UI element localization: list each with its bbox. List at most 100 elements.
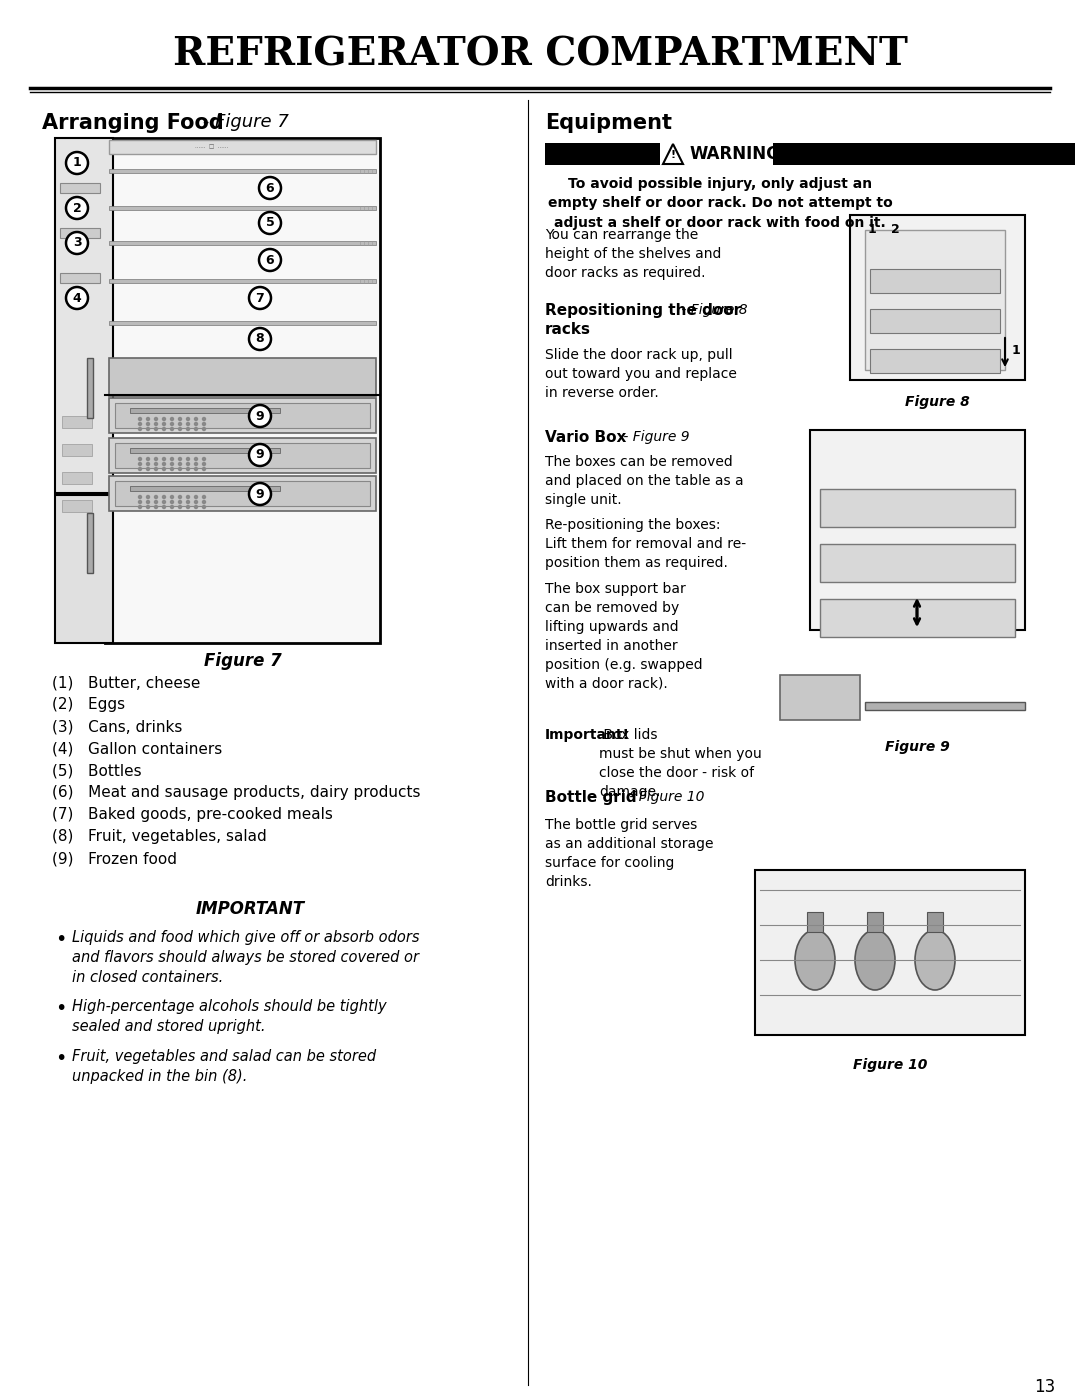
Circle shape — [154, 506, 158, 509]
Circle shape — [178, 422, 181, 426]
Circle shape — [187, 468, 189, 471]
Circle shape — [194, 462, 198, 465]
Circle shape — [154, 418, 158, 420]
Circle shape — [187, 462, 189, 465]
Bar — [109, 476, 376, 511]
Text: (9)   Frozen food: (9) Frozen food — [52, 851, 177, 866]
Circle shape — [203, 462, 205, 465]
Circle shape — [187, 496, 189, 499]
Circle shape — [203, 418, 205, 420]
Circle shape — [249, 483, 271, 504]
Bar — [865, 703, 1025, 710]
Bar — [780, 675, 860, 719]
Bar — [62, 416, 92, 427]
Text: 1: 1 — [1012, 344, 1021, 356]
Circle shape — [171, 422, 174, 426]
Circle shape — [178, 468, 181, 471]
Circle shape — [162, 506, 165, 509]
Circle shape — [187, 422, 189, 426]
Circle shape — [171, 500, 174, 503]
Text: 8: 8 — [256, 332, 265, 345]
Circle shape — [203, 496, 205, 499]
Circle shape — [249, 405, 271, 427]
Text: Repositioning the door
racks: Repositioning the door racks — [545, 303, 741, 337]
Bar — [109, 398, 376, 433]
Text: - Figure 10: - Figure 10 — [625, 789, 704, 805]
Text: The box support bar
can be removed by
lifting upwards and
inserted in another
po: The box support bar can be removed by li… — [545, 583, 703, 690]
Text: (6)   Meat and sausage products, dairy products: (6) Meat and sausage products, dairy pro… — [52, 785, 420, 800]
Circle shape — [194, 418, 198, 420]
Circle shape — [178, 418, 181, 420]
Circle shape — [171, 457, 174, 461]
Text: WARNING: WARNING — [690, 145, 781, 163]
Text: !: ! — [671, 149, 676, 161]
Circle shape — [154, 462, 158, 465]
Text: ......  □  ......: ...... □ ...... — [195, 144, 229, 149]
Bar — [820, 543, 1015, 583]
Text: Important!: Important! — [545, 728, 630, 742]
Circle shape — [154, 500, 158, 503]
Circle shape — [138, 468, 141, 471]
Text: 4: 4 — [72, 292, 81, 305]
Circle shape — [194, 496, 198, 499]
Text: 7: 7 — [256, 292, 265, 305]
Circle shape — [187, 500, 189, 503]
Circle shape — [249, 444, 271, 467]
Circle shape — [66, 232, 87, 254]
Circle shape — [194, 422, 198, 426]
Text: Box lids
must be shut when you
close the door - risk of
damage.: Box lids must be shut when you close the… — [599, 728, 761, 799]
Text: Figure 8: Figure 8 — [905, 395, 970, 409]
Circle shape — [138, 457, 141, 461]
Circle shape — [171, 462, 174, 465]
Bar — [927, 912, 943, 932]
Circle shape — [162, 462, 165, 465]
Circle shape — [147, 462, 149, 465]
Text: Figure 7: Figure 7 — [204, 652, 282, 671]
Text: •: • — [55, 930, 66, 949]
Bar — [109, 321, 376, 326]
Circle shape — [154, 422, 158, 426]
Text: High-percentage alcohols should be tightly
sealed and stored upright.: High-percentage alcohols should be tight… — [72, 999, 387, 1034]
Bar — [109, 439, 376, 474]
Circle shape — [203, 500, 205, 503]
Bar — [87, 358, 93, 418]
Polygon shape — [663, 144, 683, 163]
Text: Arranging Food: Arranging Food — [42, 113, 224, 133]
Circle shape — [147, 496, 149, 499]
Circle shape — [249, 286, 271, 309]
Circle shape — [147, 418, 149, 420]
Text: (7)   Baked goods, pre-cooked meals: (7) Baked goods, pre-cooked meals — [52, 807, 333, 821]
Bar — [62, 472, 92, 483]
Circle shape — [171, 418, 174, 420]
Bar — [62, 444, 92, 455]
Circle shape — [66, 152, 87, 175]
Circle shape — [162, 496, 165, 499]
Circle shape — [178, 496, 181, 499]
Text: 9: 9 — [256, 488, 265, 500]
Text: 9: 9 — [256, 409, 265, 422]
Circle shape — [138, 500, 141, 503]
Circle shape — [194, 468, 198, 471]
Circle shape — [138, 462, 141, 465]
Bar — [109, 242, 376, 244]
Circle shape — [147, 506, 149, 509]
Text: You can rearrange the
height of the shelves and
door racks as required.: You can rearrange the height of the shel… — [545, 228, 721, 279]
Text: 3: 3 — [72, 236, 81, 250]
Text: Fruit, vegetables and salad can be stored
unpacked in the bin (8).: Fruit, vegetables and salad can be store… — [72, 1049, 376, 1084]
Bar — [870, 309, 1000, 332]
Text: To avoid possible injury, only adjust an
empty shelf or door rack. Do not attemp: To avoid possible injury, only adjust an… — [548, 177, 892, 231]
Text: Slide the door rack up, pull
out toward you and replace
in reverse order.: Slide the door rack up, pull out toward … — [545, 348, 737, 400]
Circle shape — [187, 457, 189, 461]
Bar — [62, 500, 92, 511]
Circle shape — [187, 427, 189, 430]
Ellipse shape — [795, 930, 835, 990]
Circle shape — [203, 422, 205, 426]
Text: (5)   Bottles: (5) Bottles — [52, 763, 141, 778]
Bar — [114, 481, 370, 506]
Text: The boxes can be removed
and placed on the table as a
single unit.: The boxes can be removed and placed on t… — [545, 455, 744, 507]
Bar — [109, 140, 376, 154]
Bar — [105, 138, 380, 643]
Circle shape — [147, 500, 149, 503]
Circle shape — [138, 496, 141, 499]
Circle shape — [162, 457, 165, 461]
